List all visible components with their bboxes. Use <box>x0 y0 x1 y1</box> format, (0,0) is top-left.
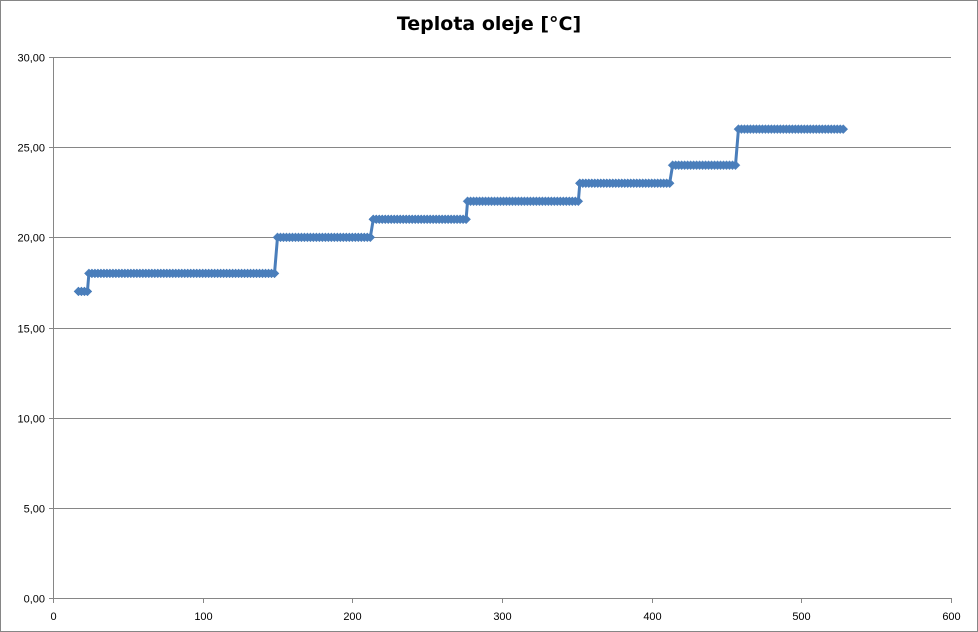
series-line <box>78 127 844 293</box>
y-tick-label: 10,00 <box>17 414 45 426</box>
data-point <box>269 268 280 279</box>
x-tick-label: 400 <box>643 611 661 623</box>
y-tick-label: 30,00 <box>17 53 45 65</box>
x-tick-label: 100 <box>194 611 212 623</box>
y-tick-label: 5,00 <box>24 504 45 516</box>
data-point <box>82 286 93 297</box>
series-markers <box>73 124 849 297</box>
tick-labels: 0,00 5,00 10,00 15,00 20,00 25,00 30,00 0 100 200… <box>17 53 960 624</box>
data-point <box>365 232 376 243</box>
data-point <box>838 124 849 134</box>
data-point <box>730 160 741 171</box>
x-tick-label: 0 <box>50 611 56 623</box>
data-point <box>664 178 675 189</box>
data-point <box>573 196 584 207</box>
y-tick-label: 0,00 <box>24 594 45 606</box>
series-line-path <box>78 127 844 293</box>
gridlines <box>53 57 951 509</box>
chart-title: Teplota oleje [°C] <box>396 13 582 35</box>
y-tick-label: 25,00 <box>17 143 45 155</box>
x-tick-label: 500 <box>792 611 810 623</box>
y-tick-label: 15,00 <box>17 324 45 336</box>
x-tick-label: 600 <box>942 611 960 623</box>
axes <box>49 57 952 603</box>
data-point <box>461 214 471 225</box>
x-tick-label: 300 <box>493 611 511 623</box>
y-tick-label: 20,00 <box>17 233 45 245</box>
x-tick-label: 200 <box>343 611 361 623</box>
